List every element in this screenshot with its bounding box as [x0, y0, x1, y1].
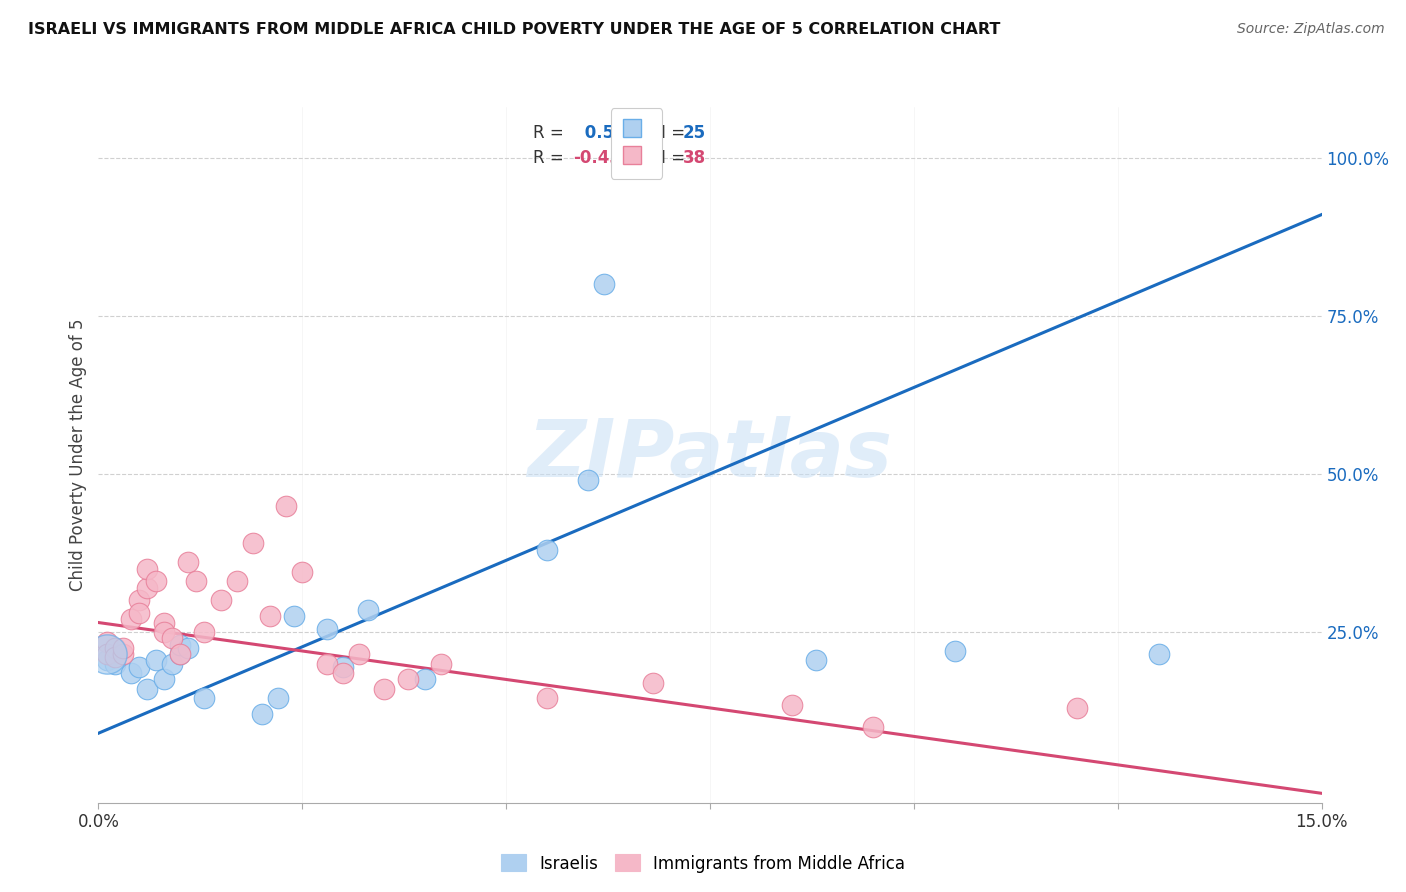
- Point: [641, 675, 664, 690]
- Point: [177, 640, 200, 655]
- Point: [430, 657, 453, 671]
- Point: [242, 536, 264, 550]
- Point: [96, 634, 118, 648]
- Point: [1066, 701, 1088, 715]
- Point: [120, 666, 142, 681]
- Point: [267, 691, 290, 706]
- Y-axis label: Child Poverty Under the Age of 5: Child Poverty Under the Age of 5: [69, 318, 87, 591]
- Point: [104, 657, 127, 671]
- Point: [332, 660, 354, 674]
- Point: [780, 698, 803, 712]
- Point: [193, 691, 215, 706]
- Point: [209, 593, 232, 607]
- Point: [250, 707, 273, 722]
- Point: [104, 650, 127, 665]
- Point: [169, 647, 191, 661]
- Point: [1147, 647, 1170, 661]
- Point: [291, 565, 314, 579]
- Point: [120, 612, 142, 626]
- Point: [186, 574, 208, 589]
- Point: [169, 647, 191, 661]
- Text: R =: R =: [533, 124, 568, 143]
- Point: [349, 647, 371, 661]
- Text: N =: N =: [643, 124, 690, 143]
- Point: [145, 653, 167, 667]
- Text: 38: 38: [683, 149, 706, 167]
- Point: [104, 640, 127, 655]
- Point: [193, 625, 215, 640]
- Point: [226, 574, 249, 589]
- Point: [152, 673, 174, 687]
- Point: [283, 609, 305, 624]
- Text: R =: R =: [533, 149, 568, 167]
- Point: [373, 681, 395, 696]
- Legend: , : ,: [610, 109, 662, 178]
- Point: [177, 556, 200, 570]
- Point: [315, 657, 337, 671]
- Point: [128, 593, 150, 607]
- Point: [259, 609, 281, 624]
- Point: [136, 581, 159, 595]
- Text: ZIPatlas: ZIPatlas: [527, 416, 893, 494]
- Point: [804, 653, 827, 667]
- Text: ISRAELI VS IMMIGRANTS FROM MIDDLE AFRICA CHILD POVERTY UNDER THE AGE OF 5 CORREL: ISRAELI VS IMMIGRANTS FROM MIDDLE AFRICA…: [28, 22, 1001, 37]
- Text: -0.430: -0.430: [574, 149, 633, 167]
- Text: N =: N =: [643, 149, 690, 167]
- Point: [96, 647, 118, 661]
- Point: [274, 499, 297, 513]
- Text: Source: ZipAtlas.com: Source: ZipAtlas.com: [1237, 22, 1385, 37]
- Point: [315, 622, 337, 636]
- Point: [128, 660, 150, 674]
- Point: [111, 640, 134, 655]
- Point: [145, 574, 167, 589]
- Point: [413, 673, 436, 687]
- Point: [111, 647, 134, 661]
- Point: [943, 644, 966, 658]
- Point: [862, 720, 884, 734]
- Point: [169, 638, 191, 652]
- Point: [96, 647, 118, 661]
- Point: [536, 542, 558, 557]
- Point: [160, 632, 183, 646]
- Point: [136, 562, 159, 576]
- Point: [152, 615, 174, 630]
- Point: [96, 653, 118, 667]
- Point: [128, 606, 150, 620]
- Point: [136, 681, 159, 696]
- Point: [593, 277, 616, 292]
- Legend: Israelis, Immigrants from Middle Africa: Israelis, Immigrants from Middle Africa: [495, 847, 911, 880]
- Point: [396, 673, 419, 687]
- Text: 0.536: 0.536: [579, 124, 637, 143]
- Text: 25: 25: [683, 124, 706, 143]
- Point: [152, 625, 174, 640]
- Point: [536, 691, 558, 706]
- Point: [332, 666, 354, 681]
- Point: [576, 473, 599, 487]
- Point: [160, 657, 183, 671]
- Point: [356, 603, 378, 617]
